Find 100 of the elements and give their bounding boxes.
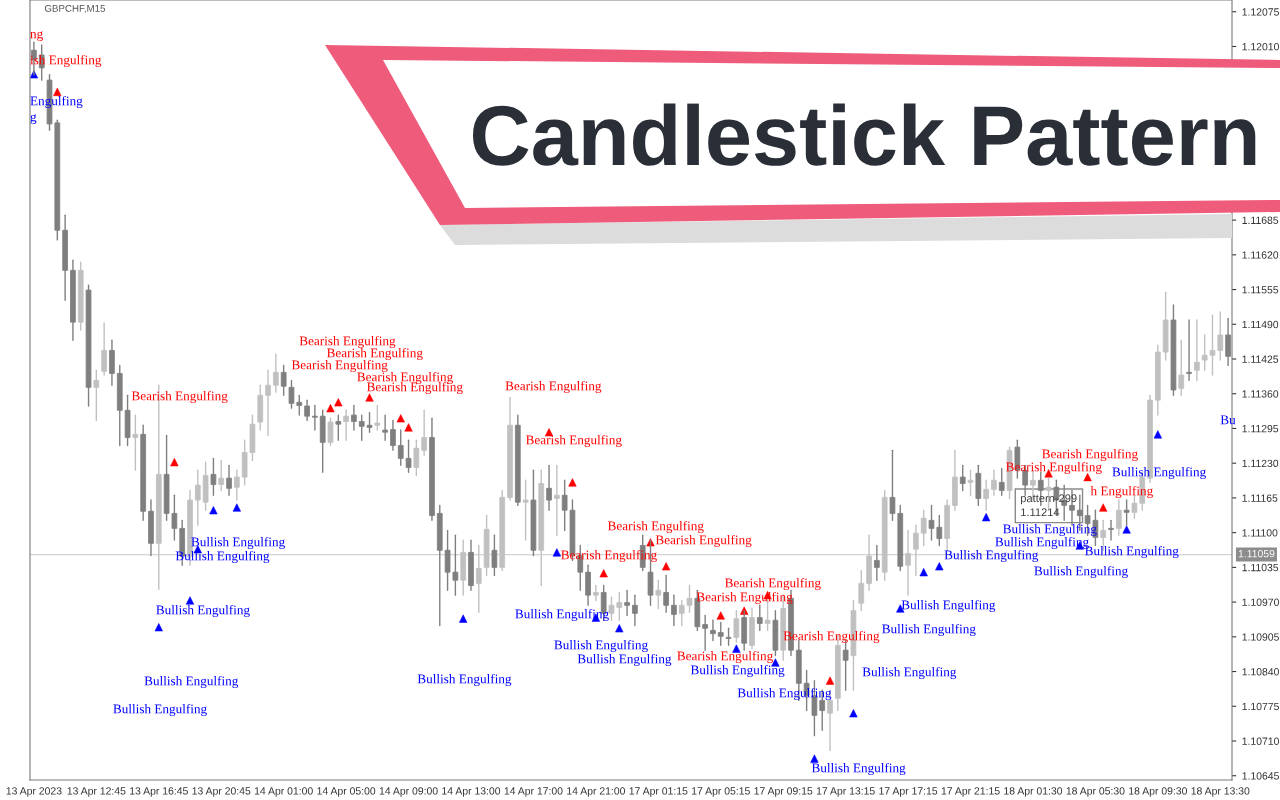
annotation: Bullish Engulfing [944, 549, 1039, 563]
annotation: Bullish Engulfing [1112, 466, 1206, 480]
candlestick [554, 464, 560, 537]
ref-line-label: 1.11059 [1238, 549, 1275, 558]
annotation: Bullish Engulfing [191, 536, 285, 550]
annotation: Bearish Engulfing [326, 347, 423, 361]
y-tick-label: 1.12010 [1242, 42, 1279, 51]
candlestick [93, 369, 100, 422]
x-tick-label: 13 Apr 20:45 [192, 787, 251, 797]
y-tick-label: 1.11685 [1242, 216, 1279, 224]
candlestick [132, 414, 139, 471]
candlestick [343, 409, 349, 441]
candlestick [546, 464, 552, 511]
y-tick-label: 1.10775 [1242, 702, 1279, 711]
y-tick-label: 1.10840 [1242, 668, 1279, 676]
x-tick-label: 13 Apr 16:45 [130, 787, 188, 797]
candlestick [265, 369, 271, 437]
candlestick [194, 469, 201, 526]
candlestick [702, 614, 708, 651]
annotation: Bearish Engulfing [725, 577, 821, 591]
annotation: g [30, 114, 37, 124]
candlestick [1123, 499, 1130, 526]
x-tick-label: 17 Apr 21:15 [941, 787, 1000, 797]
candlestick [905, 529, 911, 596]
candlestick [491, 534, 498, 577]
candlestick [273, 353, 279, 393]
candlestick [280, 364, 287, 397]
candlestick [226, 464, 232, 496]
candlestick [382, 414, 388, 441]
x-tick-label: 17 Apr 01:15 [629, 787, 688, 797]
candlestick [593, 584, 599, 602]
x-tick-label: 17 Apr 13:15 [816, 787, 875, 797]
y-tick-label: 1.11230 [1242, 459, 1279, 468]
candlestick [967, 469, 974, 496]
candlestick [756, 604, 763, 632]
chart-subtitle: GBPCHF,M15 [44, 4, 106, 13]
y-tick-label: 1.10710 [1242, 737, 1279, 745]
annotation: Bu [1220, 415, 1236, 425]
candlestick [475, 544, 482, 613]
x-tick-label: 17 Apr 09:15 [754, 787, 813, 797]
candlestick [913, 524, 919, 577]
annotation: Bullish Engulfing [1034, 565, 1128, 579]
candlestick [413, 439, 420, 477]
annotation: Bullish Engulfing [882, 623, 976, 637]
annotation: Bullish Engulfing [577, 653, 672, 667]
y-tick-label: 1.11035 [1242, 563, 1279, 572]
candlestick [351, 404, 357, 431]
candlestick [390, 419, 396, 452]
annotation: Bearish Engulfing [131, 390, 228, 404]
x-tick-label: 13 Apr 12:45 [67, 787, 126, 797]
annotation: Engulfing [30, 95, 83, 109]
candlestick [327, 417, 334, 447]
candlestick [101, 322, 107, 376]
candlestick [624, 589, 630, 617]
x-tick-label: 18 Apr 13:30 [1191, 787, 1250, 797]
y-tick-label: 1.11295 [1242, 424, 1279, 433]
y-tick-label: 1.11555 [1242, 286, 1279, 294]
candlestick [304, 399, 310, 422]
candlestick [1194, 319, 1200, 382]
annotation: Bullish Engulfing [1003, 523, 1097, 537]
annotation: Bearish Engulfing [291, 359, 388, 373]
candlestick [374, 404, 381, 431]
annotation: Bullish Engulfing [156, 604, 250, 618]
annotation: Bullish Engulfing [690, 664, 785, 678]
annotation: Bearish Engulfing [526, 434, 622, 448]
candlestick [983, 479, 989, 511]
x-tick-label: 17 Apr 17:15 [879, 787, 938, 797]
annotation: Bearish Engulfing [1006, 461, 1102, 475]
annotation: Bearish Engulfing [655, 534, 752, 548]
y-tick-label: 1.11165 [1242, 494, 1278, 502]
annotation: Bearish Engulfing [505, 380, 602, 394]
y-tick-label: 1.11100 [1242, 529, 1278, 537]
x-tick-label: 18 Apr 09:30 [1129, 787, 1187, 797]
candlestick [1108, 519, 1114, 541]
x-tick-label: 14 Apr 05:00 [317, 787, 376, 797]
candlestick [234, 469, 240, 501]
candlestick [733, 609, 740, 643]
annotation: Bearish Engulfing [299, 335, 396, 349]
x-tick-label: 18 Apr 01:30 [1004, 787, 1063, 797]
candlestick [663, 574, 669, 613]
candlestick [1115, 499, 1122, 537]
y-tick-label: 1.11360 [1242, 390, 1279, 398]
annotation: Bullish Engulfing [175, 550, 270, 564]
candlestick [671, 594, 677, 627]
annotation: Bullish Engulfing [113, 703, 207, 717]
candlestick [1186, 319, 1192, 382]
annotation: Bullish Engulfing [515, 608, 609, 622]
candlestick [858, 569, 865, 612]
y-tick-label: 1.10970 [1242, 598, 1279, 606]
annotation: Bearish Engulfing [1042, 448, 1138, 462]
y-tick-label: 1.11490 [1242, 320, 1279, 329]
annotation: Bearish Engulfing [783, 630, 880, 644]
annotation: Bullish Engulfing [901, 599, 996, 613]
annotation: h Engulfing [1090, 485, 1153, 499]
candlestick [585, 564, 591, 606]
candlestick [335, 414, 342, 441]
text: Candlestick Pattern [473, 103, 1256, 166]
x-tick-label: 17 Apr 05:15 [692, 787, 750, 797]
candlestick [959, 464, 966, 492]
x-tick-label: 18 Apr 05:30 [1066, 787, 1125, 797]
